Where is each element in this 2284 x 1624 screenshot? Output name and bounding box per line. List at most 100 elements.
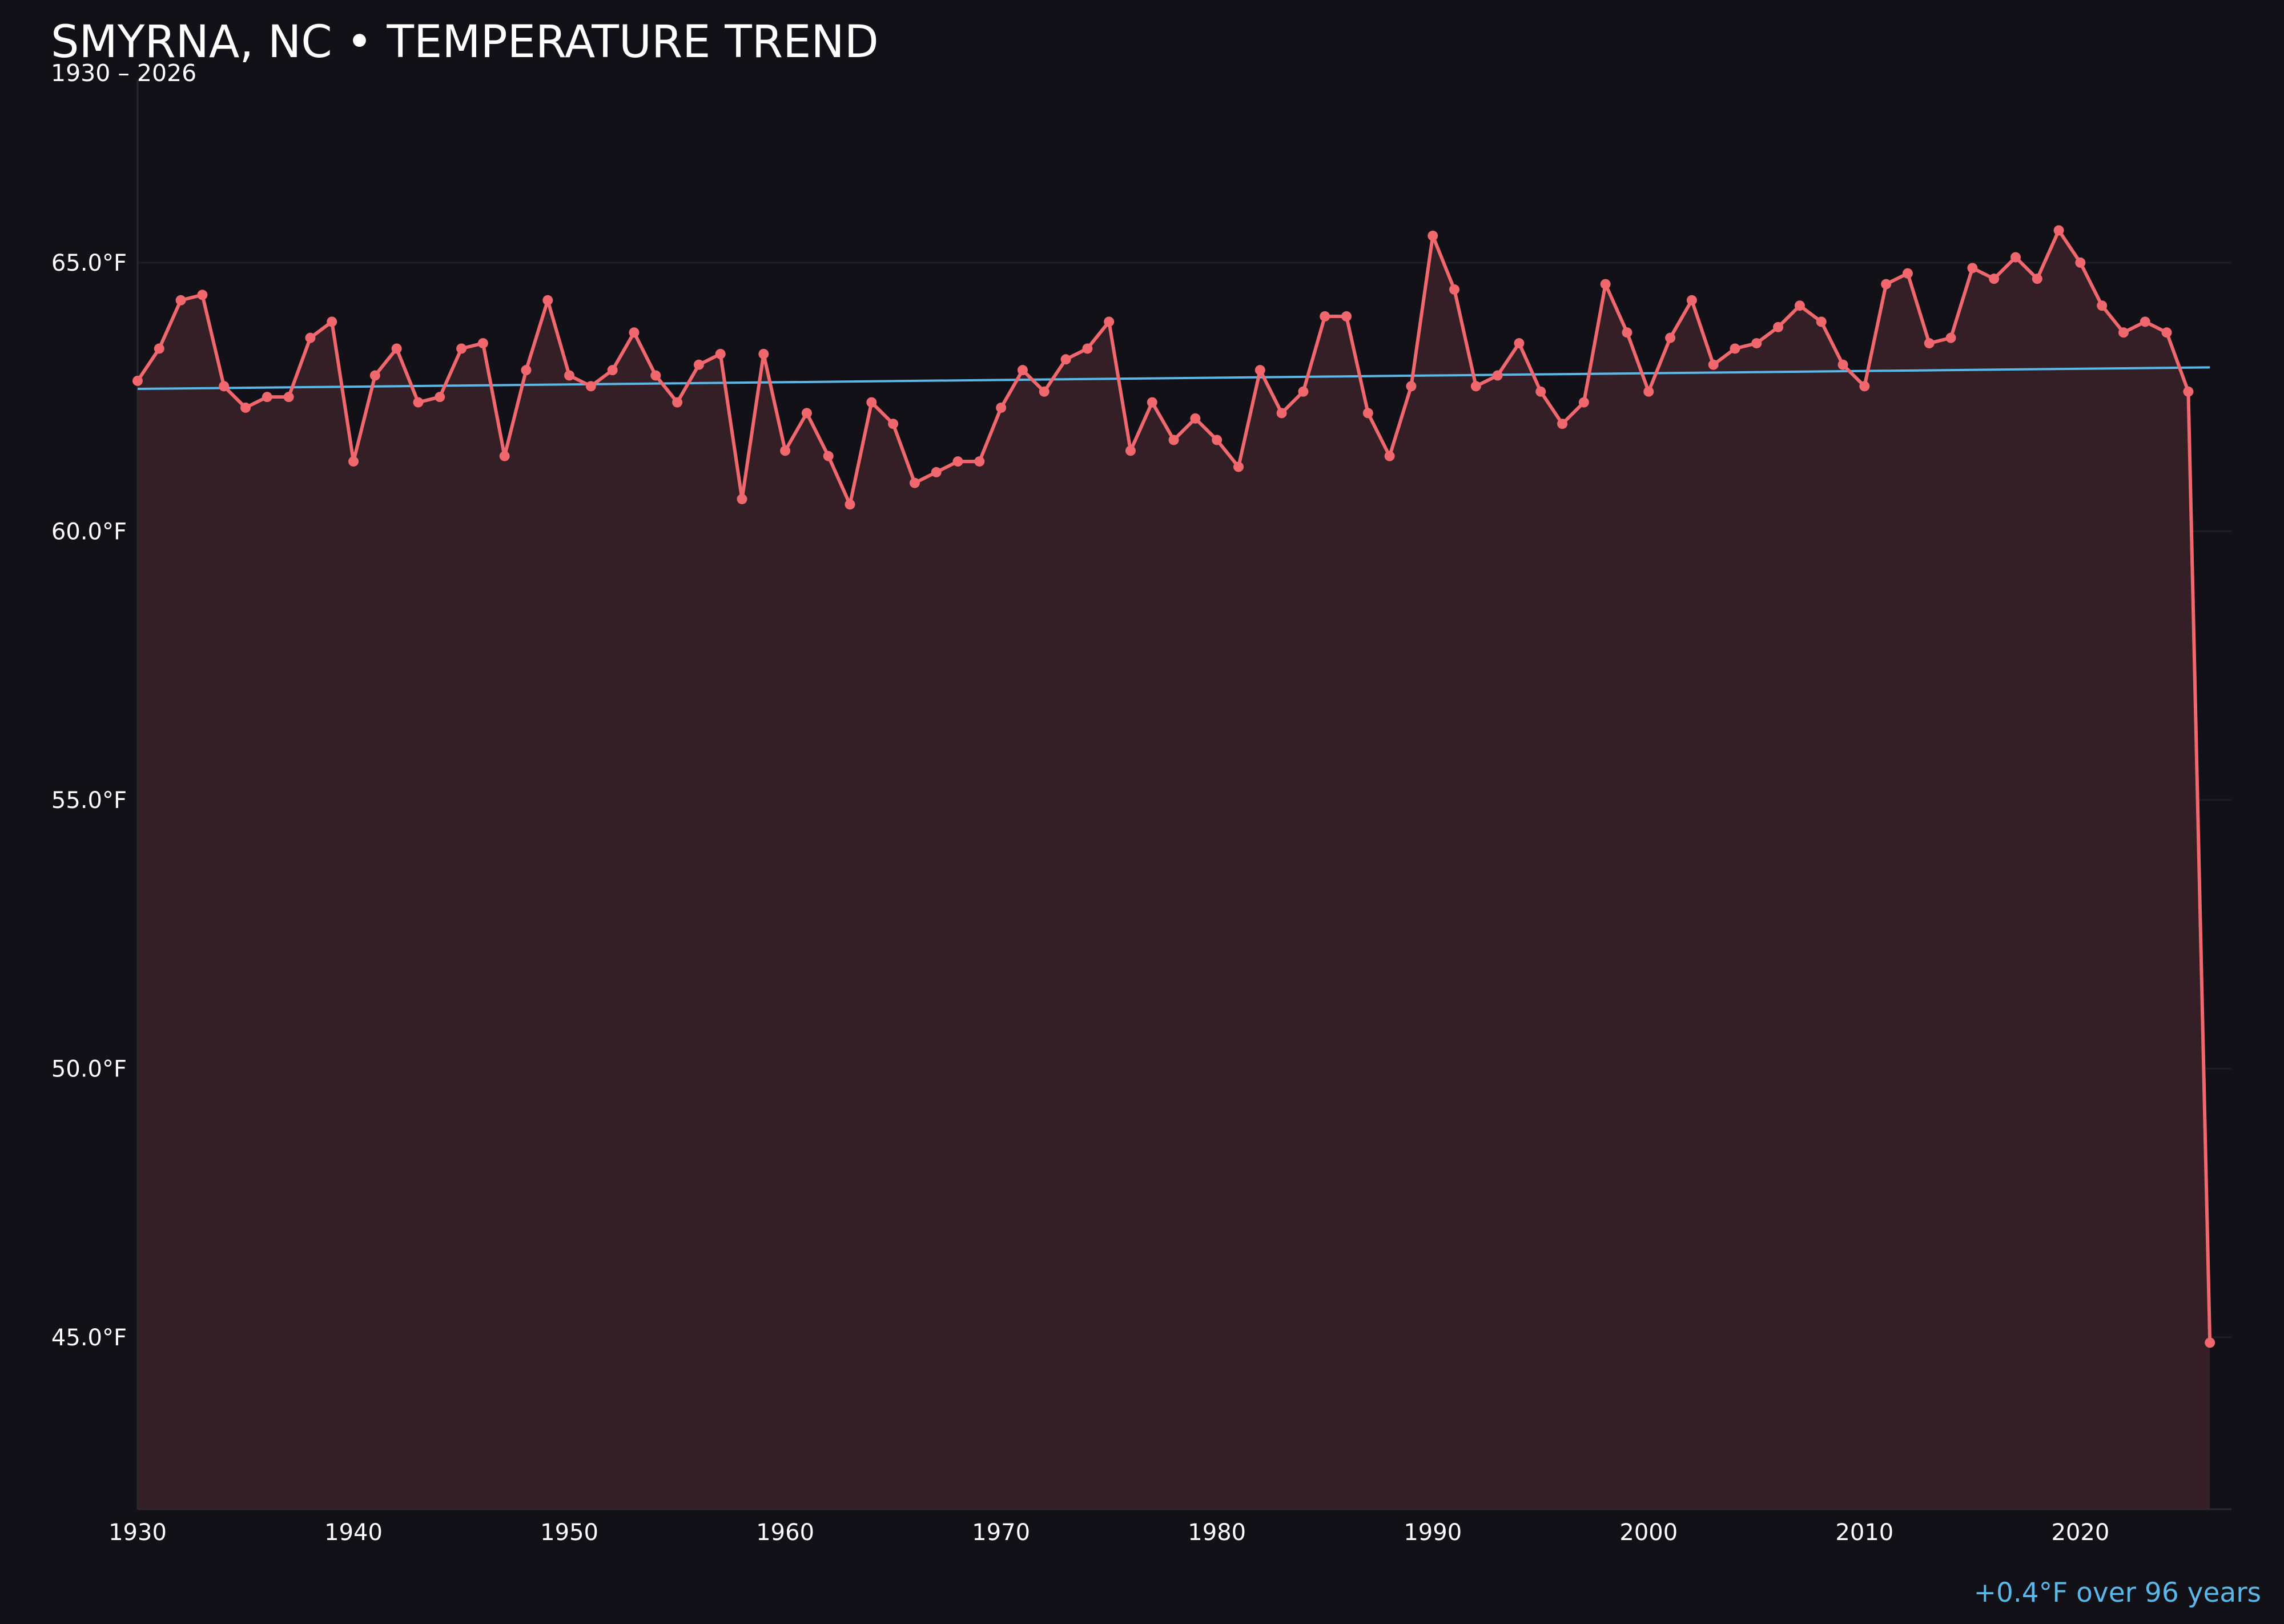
data-point-2021: [2097, 300, 2108, 311]
y-tick-label: 65.0°F: [51, 250, 127, 276]
data-point-2002: [1686, 295, 1697, 305]
data-point-1937: [283, 392, 294, 403]
data-point-2000: [1643, 386, 1654, 397]
data-point-2026: [2205, 1337, 2215, 1348]
data-point-1989: [1406, 381, 1417, 392]
data-point-1999: [1622, 327, 1632, 338]
data-point-1977: [1147, 397, 1157, 408]
data-point-1942: [391, 343, 402, 354]
data-point-1986: [1341, 311, 1352, 322]
data-point-1975: [1104, 316, 1115, 327]
x-tick-label: 1970: [972, 1520, 1030, 1546]
x-tick-label: 1950: [540, 1520, 598, 1546]
data-point-1967: [931, 467, 942, 477]
data-point-2018: [2032, 274, 2042, 284]
linear-trend-line: [137, 366, 2210, 391]
x-tick-label: 1990: [1404, 1520, 1462, 1546]
x-tick-label: 1930: [108, 1520, 167, 1546]
data-point-1959: [758, 348, 769, 359]
data-point-1972: [1039, 386, 1049, 397]
data-point-1930: [132, 375, 143, 386]
area-under-series: [138, 230, 2210, 1510]
data-point-1993: [1492, 370, 1503, 381]
data-point-1934: [219, 381, 230, 392]
x-tick-label: 2010: [1835, 1520, 1893, 1546]
data-point-1995: [1535, 386, 1546, 397]
data-point-1962: [823, 451, 834, 461]
y-tick-label: 50.0°F: [51, 1056, 127, 1082]
data-point-1956: [693, 359, 704, 370]
data-point-1941: [369, 370, 380, 381]
data-point-1988: [1384, 451, 1395, 461]
data-point-2005: [1751, 338, 1762, 349]
x-tick-label: 1980: [1188, 1520, 1246, 1546]
y-tick-label: 55.0°F: [51, 787, 127, 814]
data-point-1932: [175, 295, 186, 305]
data-point-2004: [1730, 343, 1740, 354]
data-point-1974: [1082, 343, 1093, 354]
y-tick-label: 60.0°F: [51, 518, 127, 545]
data-point-1933: [197, 290, 208, 300]
data-point-1935: [240, 402, 251, 413]
data-point-1976: [1125, 445, 1136, 456]
chart-title: SMYRNA, NC • TEMPERATURE TREND: [51, 17, 879, 68]
data-point-1979: [1190, 413, 1201, 424]
data-point-1980: [1212, 435, 1223, 445]
data-point-1994: [1514, 338, 1525, 349]
chart-subtitle: 1930 – 2026: [51, 59, 197, 87]
data-point-1955: [672, 397, 683, 408]
y-tick-label: 45.0°F: [51, 1325, 127, 1351]
data-point-1963: [845, 499, 855, 510]
data-point-2022: [2118, 327, 2129, 338]
x-tick-label: 2000: [1619, 1520, 1678, 1546]
data-point-2014: [1945, 332, 1956, 343]
trend-line: [137, 366, 2210, 391]
data-point-2024: [2161, 327, 2172, 338]
data-point-1938: [305, 332, 316, 343]
data-point-1970: [996, 402, 1007, 413]
data-point-1985: [1320, 311, 1330, 322]
data-point-2008: [1816, 316, 1827, 327]
data-point-1964: [866, 397, 877, 408]
data-point-2001: [1665, 332, 1676, 343]
data-point-2023: [2140, 316, 2150, 327]
data-point-1990: [1427, 230, 1438, 241]
data-point-1998: [1600, 279, 1611, 290]
data-point-1981: [1233, 461, 1244, 472]
data-point-2012: [1902, 268, 1913, 279]
x-tick-label: 1940: [324, 1520, 383, 1546]
data-point-2019: [2053, 225, 2064, 236]
data-point-1982: [1254, 365, 1265, 376]
x-tick-label: 2020: [2051, 1520, 2109, 1546]
data-point-1952: [607, 365, 618, 376]
data-point-2015: [1967, 263, 1978, 274]
data-point-1960: [780, 445, 791, 456]
data-point-1951: [585, 381, 596, 392]
data-point-2016: [1989, 274, 2000, 284]
data-point-1991: [1449, 284, 1460, 295]
data-point-1983: [1276, 408, 1287, 419]
data-point-1940: [348, 456, 359, 467]
data-point-2020: [2075, 257, 2086, 268]
data-point-2009: [1837, 359, 1848, 370]
data-point-2006: [1773, 321, 1784, 332]
data-point-1931: [154, 343, 164, 354]
area-fill: [138, 230, 2210, 1510]
data-point-1939: [327, 316, 337, 327]
data-point-2025: [2183, 386, 2194, 397]
data-point-1966: [909, 477, 920, 488]
data-point-1973: [1060, 354, 1071, 365]
data-point-1936: [262, 392, 272, 403]
data-point-1945: [456, 343, 467, 354]
data-point-2013: [1924, 338, 1935, 349]
data-point-1943: [413, 397, 424, 408]
data-point-1953: [629, 327, 640, 338]
axes: [136, 80, 2231, 1510]
data-point-2003: [1708, 359, 1719, 370]
data-point-1950: [564, 370, 575, 381]
data-point-1969: [974, 456, 985, 467]
data-point-1987: [1362, 408, 1373, 419]
data-point-1984: [1298, 386, 1309, 397]
data-point-2017: [2010, 252, 2021, 263]
